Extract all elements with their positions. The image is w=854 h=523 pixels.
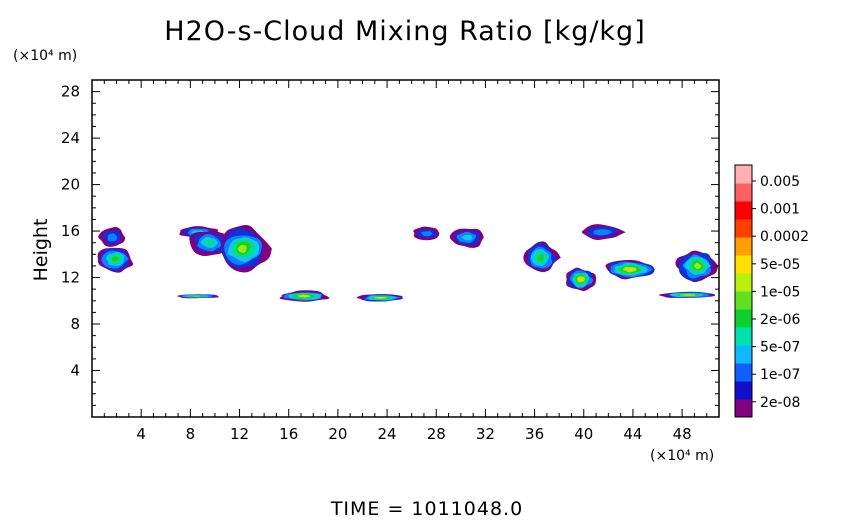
- cloud-contour: [461, 234, 473, 241]
- cloud-region: [176, 294, 220, 299]
- cloud-region: [523, 241, 561, 273]
- x-tick-label: 40: [574, 425, 593, 443]
- colorbar-swatch: [735, 327, 752, 346]
- cloud-contour: [684, 294, 693, 296]
- y-tick-label: 4: [70, 362, 80, 380]
- colorbar-swatch: [735, 381, 752, 400]
- cloud-contour: [107, 233, 118, 242]
- chart-title: H2O-s-Cloud Mixing Ratio [kg/kg]: [164, 16, 645, 47]
- y-tick-label: 24: [61, 129, 80, 147]
- colorbar-swatch: [735, 201, 752, 220]
- colorbar-swatch: [735, 183, 752, 202]
- cloud-region: [675, 250, 719, 283]
- cloud-contour: [299, 295, 308, 297]
- colorbar-swatch: [735, 399, 752, 418]
- colorbar-swatch: [735, 273, 752, 292]
- x-tick-label: 8: [186, 425, 196, 443]
- cloud-contour: [111, 256, 119, 262]
- cloud-region: [279, 290, 330, 302]
- cloud-contour: [593, 229, 613, 236]
- cloud-region: [449, 228, 484, 248]
- colorbar-label: 5e-05: [760, 257, 800, 273]
- cloud-contour: [625, 268, 634, 271]
- x-tick-label: 20: [328, 425, 347, 443]
- colorbar-swatch: [735, 291, 752, 310]
- cloud-region: [97, 247, 134, 273]
- colorbar-label: 0.0002: [760, 229, 809, 245]
- cloud-field: [97, 224, 719, 302]
- colorbar-swatch: [735, 237, 752, 256]
- y-tick-label: 16: [61, 222, 80, 240]
- cloud-contour: [420, 231, 433, 237]
- x-tick-label: 4: [136, 425, 146, 443]
- cloud-contour: [578, 277, 583, 282]
- cloud-contour: [537, 254, 544, 261]
- colorbar-label: 0.005: [760, 174, 800, 190]
- colorbar-label: 5e-07: [760, 340, 800, 356]
- colorbar-swatch: [735, 363, 752, 382]
- cloud-region: [220, 224, 272, 273]
- y-axis-unit: (×10⁴ m): [13, 48, 77, 64]
- x-tick-label: 28: [427, 425, 446, 443]
- x-axis-unit: (×10⁴ m): [650, 448, 714, 464]
- cloud-region: [658, 291, 716, 298]
- colorbar-swatch: [735, 345, 752, 364]
- colorbar-label: 2e-08: [760, 395, 800, 411]
- colorbar-swatch: [735, 255, 752, 274]
- cloud-contour: [204, 239, 215, 247]
- x-tick-label: 24: [378, 425, 397, 443]
- cloud-region: [413, 226, 440, 241]
- colorbar-swatch: [735, 219, 752, 238]
- cloud-region: [605, 259, 655, 280]
- cloud-region: [98, 226, 126, 247]
- y-tick-label: 8: [70, 315, 80, 333]
- x-tick-label: 16: [279, 425, 298, 443]
- cloud-contour: [237, 244, 247, 253]
- y-axis-label: Height: [30, 219, 52, 282]
- cloud-region: [566, 267, 597, 291]
- x-tick-label: 48: [673, 425, 692, 443]
- colorbar-swatch: [735, 309, 752, 328]
- x-tick-label: 44: [623, 425, 642, 443]
- y-tick-label: 28: [61, 83, 80, 101]
- x-tick-label: 32: [476, 425, 495, 443]
- cloud-region: [356, 294, 404, 302]
- x-tick-label: 36: [525, 425, 544, 443]
- x-tick-label: 12: [230, 425, 249, 443]
- y-axis: 4 8 12 16 20 24 28: [61, 83, 719, 406]
- y-tick-label: 20: [61, 176, 80, 194]
- cloud-region: [581, 224, 626, 240]
- colorbar: 0.005 0.001 0.0002 5e-05 1e-05 2e-06 5e-07 1e-0…: [734, 164, 809, 418]
- y-tick-label: 12: [61, 269, 80, 287]
- colorbar-label: 1e-07: [760, 367, 800, 383]
- x-axis: 4 8 12 16 20 24 28 32 36 40 44 48: [103, 80, 708, 443]
- plot-frame: [91, 79, 720, 418]
- colorbar-swatch: [735, 165, 752, 184]
- cloud-contour: [694, 262, 702, 269]
- cloud-contour: [192, 295, 201, 297]
- colorbar-label: 0.001: [760, 202, 800, 218]
- colorbar-label: 2e-06: [760, 312, 800, 328]
- cloud-contour: [377, 297, 385, 299]
- colorbar-label: 1e-05: [760, 284, 800, 300]
- time-label: TIME = 1011048.0: [330, 498, 523, 519]
